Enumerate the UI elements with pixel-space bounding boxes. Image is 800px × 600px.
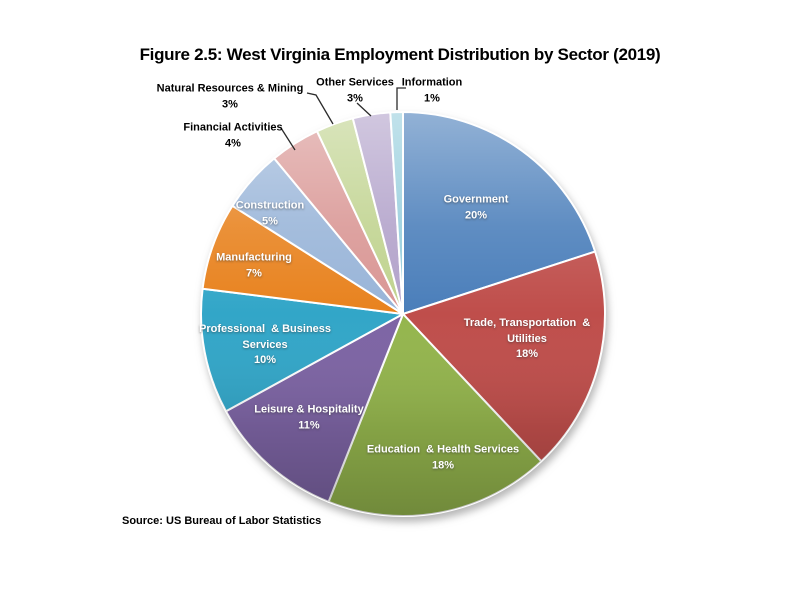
leader-line-financial-activities bbox=[280, 127, 296, 151]
leader-line-other-services bbox=[356, 102, 372, 117]
chart-title: Figure 2.5: West Virginia Employment Dis… bbox=[139, 45, 661, 64]
source-note: Source: US Bureau of Labor Statistics bbox=[122, 515, 322, 527]
leader-line-natural-resources-mining bbox=[306, 92, 334, 125]
pie-body bbox=[200, 111, 606, 517]
leader-line-information bbox=[396, 87, 406, 110]
